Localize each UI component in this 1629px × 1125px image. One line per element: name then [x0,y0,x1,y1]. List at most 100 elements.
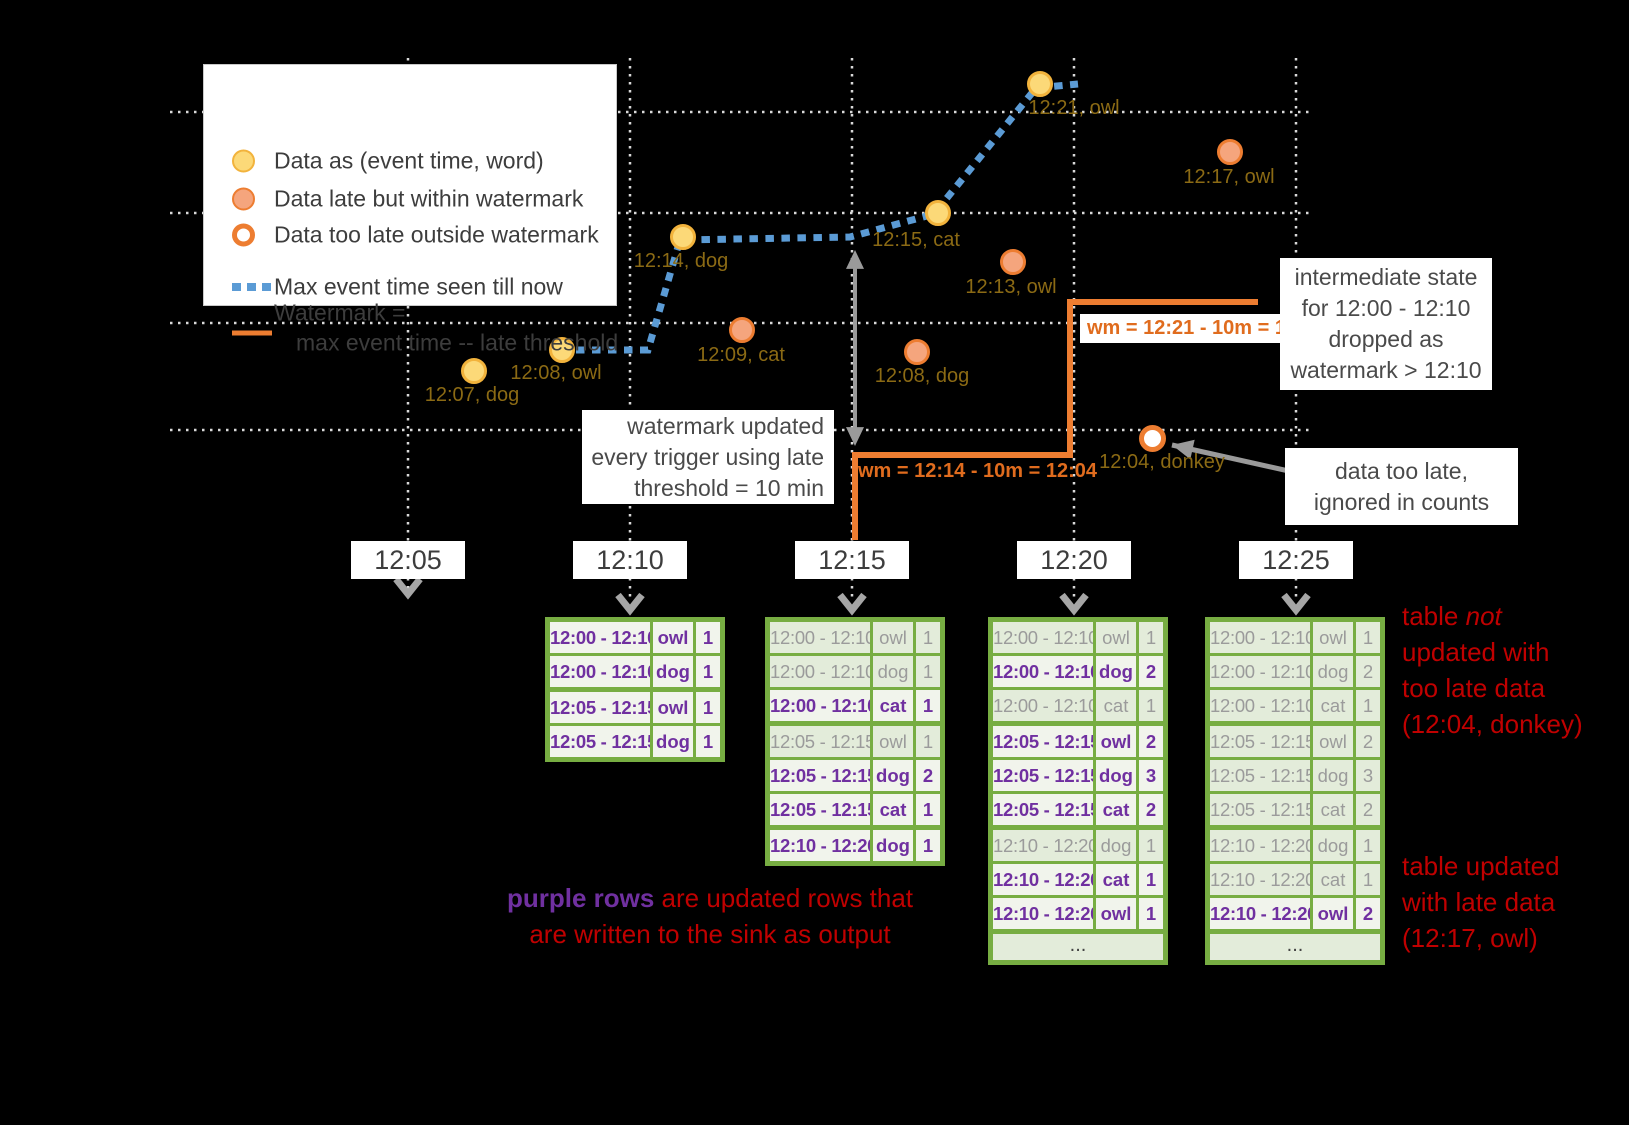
count-cell: 1 [1356,690,1380,721]
table-row: 12:05 - 12:15 owl 2 [1210,726,1380,757]
legend-item-3: Max event time seen till now [204,273,616,301]
window-cell: 12:05 - 12:15 [770,760,870,791]
count-cell: 1 [1139,898,1163,929]
toolate-note-line1: data too late, [1335,457,1468,484]
time-tick-12:10: 12:10 [573,541,687,579]
window-cell: 12:00 - 12:10 [1210,656,1310,687]
count-cell: 1 [696,622,720,653]
table-row: 12:00 - 12:10 owl 1 [993,622,1163,653]
word-cell: dog [1096,656,1136,687]
window-cell: 12:05 - 12:15 [550,692,650,723]
tick-arrow-down-icon-1 [615,592,645,616]
count-cell: 1 [696,692,720,723]
intermediate-note-line1: intermediate state [1294,264,1478,290]
count-cell: 1 [916,656,940,687]
result-table-12:20: 12:00 - 12:10 owl 1 12:00 - 12:10 dog 2 12:00 … [988,617,1168,965]
count-cell: 1 [696,726,720,757]
data-point-label: 12:04, donkey [1099,451,1225,473]
table-row: 12:10 - 12:20 owl 1 [993,898,1163,929]
legend-item-label: Data as (event time, word) [274,147,544,174]
data-point-late [1000,249,1026,275]
window-cell: 12:05 - 12:15 [550,726,650,757]
window-cell: 12:00 - 12:10 [1210,690,1310,721]
toolate-dot-icon [232,223,255,247]
window-cell: 12:05 - 12:15 [1210,726,1310,757]
word-cell: cat [1096,794,1136,825]
table-row: 12:10 - 12:20 dog 1 [1210,830,1380,861]
table-row: 12:00 - 12:10 dog 2 [993,656,1163,687]
tick-arrow-down-icon-4 [1281,592,1311,616]
count-cell: 1 [916,726,940,757]
table-row: 12:10 - 12:20 cat 1 [1210,864,1380,895]
table-row: 12:00 - 12:10 owl 1 [1210,622,1380,653]
count-cell: 1 [916,794,940,825]
legend-item-label: Max event time seen till now [274,273,563,300]
data-point-late [1217,139,1243,165]
toolate-arrowhead-icon [1172,439,1195,460]
count-cell: 2 [1356,898,1380,929]
data-point-label: 12:21, owl [1028,97,1120,119]
data-point-ontime [670,224,696,250]
window-cell: 12:05 - 12:15 [993,760,1093,791]
table-row: 12:05 - 12:15 cat 1 [770,794,940,825]
word-cell: dog [873,656,913,687]
toolate-note: data too late, ignored in counts [1285,448,1518,525]
word-cell: owl [1096,898,1136,929]
window-cell: 12:00 - 12:10 [550,622,650,653]
count-cell: 1 [1139,830,1163,861]
table-row: 12:05 - 12:15 owl 2 [993,726,1163,757]
window-cell: 12:10 - 12:20 [1210,864,1310,895]
data-point-ontime [1027,71,1053,97]
word-cell: owl [873,622,913,653]
not-updated-note-line1: table not [1402,598,1583,634]
table-row: 12:10 - 12:20 dog 1 [770,830,940,861]
window-cell: 12:10 - 12:20 [1210,898,1310,929]
window-cell: 12:00 - 12:10 [993,656,1093,687]
count-cell: 1 [1139,690,1163,721]
time-tick-12:15: 12:15 [795,541,909,579]
window-cell: 12:05 - 12:15 [770,794,870,825]
word-cell: cat [1313,864,1353,895]
data-point-label: 12:17, owl [1183,166,1275,188]
threshold-gap-arrowhead-up-icon [846,250,864,269]
table-row: 12:05 - 12:15 owl 1 [770,726,940,757]
purple-rows-note: purple rows are updated rows that are wr… [430,880,990,952]
tick-arrow-down-icon-3 [1059,592,1089,616]
legend-item-label: Data too late outside watermark [274,221,599,248]
not-updated-italic: not [1465,601,1502,631]
count-cell: 1 [1356,830,1380,861]
table-row: 12:10 - 12:20 cat 1 [993,864,1163,895]
not-updated-note-line2: updated with [1402,637,1550,667]
count-cell: 2 [1139,656,1163,687]
count-cell: 2 [1356,794,1380,825]
toolate-note-line2: ignored in counts [1313,488,1490,515]
table-row: 12:00 - 12:10 owl 1 [550,622,720,653]
window-cell: 12:00 - 12:10 [770,622,870,653]
table-row: 12:00 - 12:10 cat 1 [993,690,1163,721]
purple-rows-note-line2: are written to the sink as output [529,919,891,949]
table-ellipsis-row: ... [1210,934,1380,960]
not-updated-note-line4: (12:04, donkey) [1402,709,1583,739]
data-point-toolate [1138,424,1166,452]
count-cell: 1 [916,830,940,861]
data-point-label: 12:07, dog [424,384,520,406]
window-cell: 12:00 - 12:10 [770,656,870,687]
updated-late-note-line2: with late data [1402,887,1556,917]
table-row: 12:00 - 12:10 cat 1 [770,690,940,721]
window-cell: 12:05 - 12:15 [1210,794,1310,825]
word-cell: dog [1096,830,1136,861]
data-point-label: 12:13, owl [965,276,1057,298]
watermark-line [852,299,1258,540]
legend-box: Data as (event time, word) Data late but … [203,64,618,356]
legend-item-1: Data late but within watermark [204,185,616,213]
window-cell: 12:10 - 12:20 [993,830,1093,861]
table-row: 12:05 - 12:15 cat 2 [993,794,1163,825]
count-cell: 3 [1139,760,1163,791]
legend-item-2: Data too late outside watermark [204,221,616,249]
not-updated-note: table not updated with too late data (12… [1402,598,1583,742]
count-cell: 1 [1139,864,1163,895]
trigger-note-line3: threshold = 10 min [634,474,824,501]
data-point-label: 12:08, owl [510,362,602,384]
word-cell: dog [1313,656,1353,687]
intermediate-note-line3: dropped as [1328,326,1444,352]
